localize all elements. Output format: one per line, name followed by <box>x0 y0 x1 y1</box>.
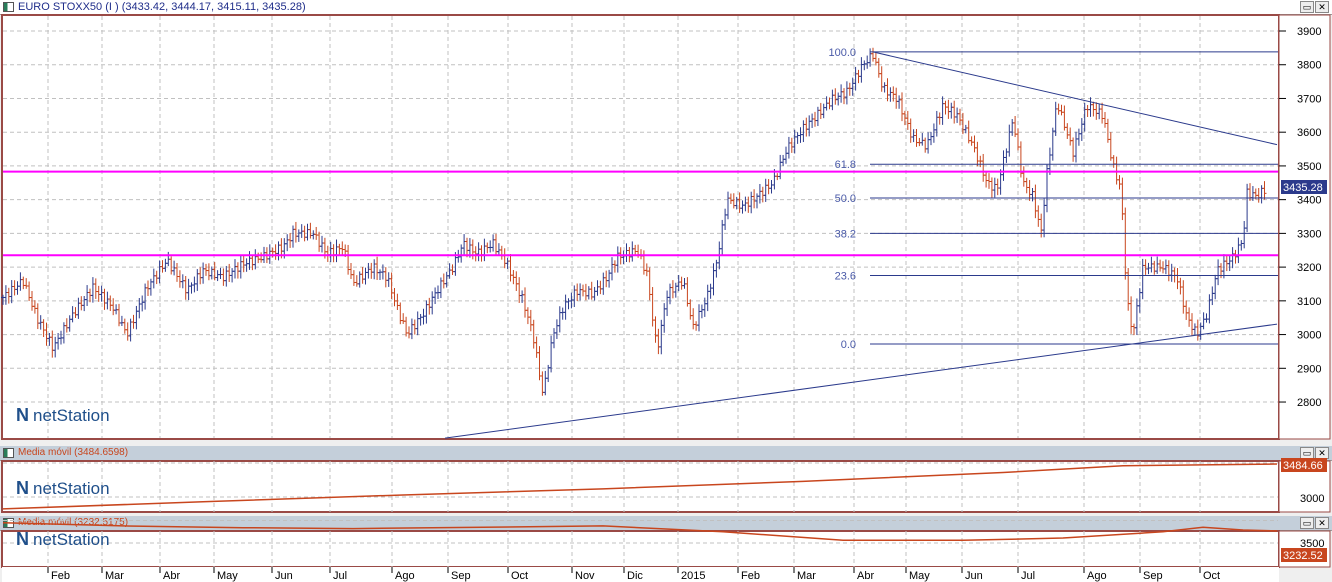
ma1-line <box>2 463 1278 510</box>
x-tick-label: Nov <box>575 570 595 582</box>
x-tick-label: Ago <box>395 570 415 582</box>
ma1-pane-title: Media móvil (3484.6598) <box>18 447 129 458</box>
svg-text:netStation: netStation <box>33 530 110 549</box>
x-tick-label: Dic <box>627 570 643 582</box>
ma2-pane-title: Media móvil (3232.5175) <box>18 517 129 528</box>
x-tick-label: Feb <box>51 570 70 582</box>
last-price-badge: 3435.28 <box>1283 182 1323 194</box>
x-tick-label: Abr <box>163 570 180 582</box>
x-tick-label: Sep <box>1143 570 1163 582</box>
x-tick-label: May <box>217 570 238 582</box>
x-tick-label: Mar <box>105 570 124 582</box>
close-button[interactable]: ✕ <box>1315 1 1329 13</box>
x-tick-label: Mar <box>797 570 816 582</box>
trendline <box>444 323 1278 439</box>
trendline <box>872 51 1278 146</box>
svg-text:N: N <box>16 405 29 425</box>
maximize-button[interactable]: ▭ <box>1300 447 1314 459</box>
y-tick-label: 2900 <box>1297 363 1321 375</box>
ma1-y-tick: 3000 <box>1300 493 1324 505</box>
fib-level-label: 100.0 <box>828 47 856 59</box>
x-tick-label: Ago <box>1087 570 1107 582</box>
y-tick-label: 3300 <box>1297 228 1321 240</box>
main-pane-title: EURO STOXX50 (I ) (3433.42, 3444.17, 341… <box>18 1 306 13</box>
x-tick-label: Jun <box>275 570 293 582</box>
close-button[interactable]: ✕ <box>1315 517 1329 529</box>
x-tick-label: Jul <box>333 570 347 582</box>
netstation-logo: N netStation N netStation N netStation <box>16 405 110 549</box>
x-tick-label: 2015 <box>681 570 705 582</box>
y-tick-label: 3500 <box>1297 161 1321 173</box>
x-tick-label: May <box>909 570 930 582</box>
ma2-last-badge: 3232.52 <box>1283 550 1323 562</box>
y-tick-label: 3400 <box>1297 195 1321 207</box>
x-tick-label: Oct <box>511 570 528 582</box>
y-tick-label: 3800 <box>1297 60 1321 72</box>
y-tick-label: 3600 <box>1297 127 1321 139</box>
svg-text:N: N <box>16 478 29 498</box>
y-tick-label: 3200 <box>1297 262 1321 274</box>
x-tick-label: Oct <box>1203 570 1220 582</box>
y-tick-label: 3700 <box>1297 93 1321 105</box>
svg-text:N: N <box>16 529 29 549</box>
svg-text:netStation: netStation <box>33 406 110 425</box>
y-tick-label: 3000 <box>1297 330 1321 342</box>
fib-level-label: 38.2 <box>835 228 856 240</box>
x-tick-label: Jul <box>1021 570 1035 582</box>
svg-text:netStation: netStation <box>33 479 110 498</box>
x-tick-label: Feb <box>741 570 760 582</box>
fib-level-label: 0.0 <box>841 339 856 351</box>
y-tick-label: 2800 <box>1297 397 1321 409</box>
maximize-button[interactable]: ▭ <box>1300 1 1314 13</box>
fib-level-label: 50.0 <box>835 193 856 205</box>
x-tick-label: Abr <box>857 570 874 582</box>
ma1-last-badge: 3484.66 <box>1283 460 1323 472</box>
y-tick-label: 3900 <box>1297 26 1321 38</box>
chart-window-icon <box>3 448 14 458</box>
x-tick-label: Sep <box>451 570 471 582</box>
fib-level-label: 23.6 <box>835 271 856 283</box>
fib-level-label: 61.8 <box>835 159 856 171</box>
ma2-y-tick: 3500 <box>1300 538 1324 550</box>
y-tick-label: 3100 <box>1297 296 1321 308</box>
chart-window-icon <box>3 2 14 12</box>
ma2-line <box>2 522 1278 542</box>
maximize-button[interactable]: ▭ <box>1300 517 1314 529</box>
x-tick-label: Jun <box>965 570 983 582</box>
